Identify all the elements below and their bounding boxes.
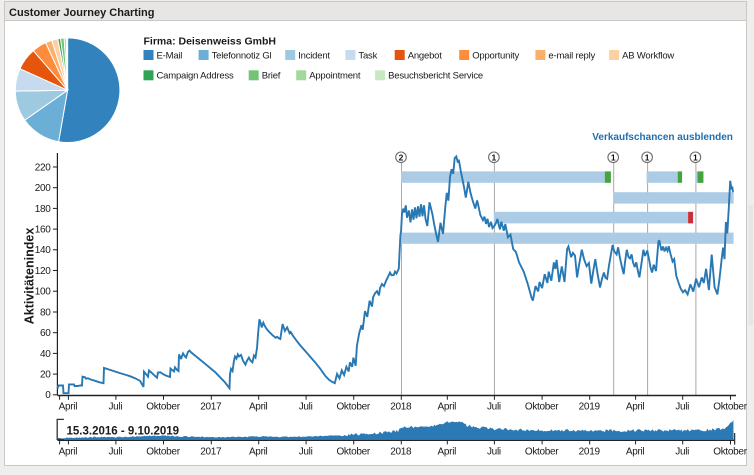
- svg-text:1: 1: [611, 153, 616, 163]
- svg-text:220: 220: [35, 162, 52, 173]
- svg-text:April: April: [249, 446, 268, 457]
- svg-text:180: 180: [35, 204, 52, 215]
- svg-text:1: 1: [693, 153, 698, 163]
- svg-text:1: 1: [645, 153, 650, 163]
- svg-text:April: April: [438, 402, 457, 413]
- svg-text:160: 160: [35, 225, 52, 236]
- svg-text:Oktober: Oktober: [713, 402, 747, 413]
- svg-text:2018: 2018: [390, 402, 412, 413]
- svg-text:140: 140: [35, 245, 52, 256]
- svg-text:April: April: [626, 402, 645, 413]
- svg-text:E-Mail: E-Mail: [157, 50, 183, 61]
- svg-text:40: 40: [40, 349, 51, 360]
- svg-text:Brief: Brief: [262, 71, 281, 82]
- svg-text:2019: 2019: [579, 446, 601, 457]
- svg-text:Juli: Juli: [299, 402, 313, 413]
- svg-text:Oktober: Oktober: [525, 446, 559, 457]
- svg-text:80: 80: [40, 307, 51, 318]
- svg-text:April: April: [59, 402, 78, 413]
- svg-text:Oktober: Oktober: [146, 402, 180, 413]
- svg-text:Telefonnotiz Gl: Telefonnotiz Gl: [212, 50, 272, 61]
- svg-text:120: 120: [35, 266, 52, 277]
- svg-text:April: April: [249, 402, 268, 413]
- svg-text:15.3.2016 - 9.10.2019: 15.3.2016 - 9.10.2019: [67, 426, 180, 438]
- svg-text:1: 1: [492, 153, 497, 163]
- svg-text:Juli: Juli: [675, 402, 689, 413]
- svg-text:Campaign Address: Campaign Address: [157, 71, 235, 82]
- svg-text:April: April: [59, 446, 78, 457]
- svg-text:2017: 2017: [200, 446, 222, 457]
- svg-text:Verkaufschancen ausblenden: Verkaufschancen ausblenden: [592, 132, 733, 143]
- svg-text:2: 2: [399, 153, 404, 163]
- svg-text:Firma: Deisenweiss GmbH: Firma: Deisenweiss GmbH: [144, 36, 276, 48]
- svg-text:Angebot: Angebot: [408, 50, 443, 61]
- svg-text:Juli: Juli: [487, 402, 501, 413]
- svg-text:60: 60: [40, 328, 51, 339]
- svg-text:Oktober: Oktober: [336, 402, 370, 413]
- svg-text:April: April: [438, 446, 457, 457]
- svg-text:2017: 2017: [200, 402, 222, 413]
- svg-text:Task: Task: [358, 50, 377, 61]
- svg-text:Incident: Incident: [298, 50, 330, 61]
- svg-text:Oktober: Oktober: [525, 402, 559, 413]
- svg-text:Aktivitätenindex: Aktivitätenindex: [23, 228, 37, 325]
- svg-text:Juli: Juli: [108, 402, 122, 413]
- svg-text:20: 20: [40, 370, 51, 381]
- svg-text:Juli: Juli: [675, 446, 689, 457]
- svg-text:Juli: Juli: [487, 446, 501, 457]
- svg-text:Oktober: Oktober: [336, 446, 370, 457]
- svg-text:e-mail reply: e-mail reply: [548, 50, 595, 61]
- svg-text:200: 200: [35, 183, 52, 194]
- svg-text:2018: 2018: [390, 446, 412, 457]
- svg-text:100: 100: [35, 287, 52, 298]
- svg-text:2019: 2019: [579, 402, 601, 413]
- svg-text:Appointment: Appointment: [309, 71, 361, 82]
- svg-text:April: April: [626, 446, 645, 457]
- svg-text:Juli: Juli: [108, 446, 122, 457]
- svg-text:AB Workflow: AB Workflow: [622, 50, 674, 61]
- svg-text:Juli: Juli: [299, 446, 313, 457]
- svg-text:Opportunity: Opportunity: [472, 50, 519, 61]
- svg-text:Besuchsbericht Service: Besuchsbericht Service: [388, 71, 483, 82]
- svg-text:Oktober: Oktober: [146, 446, 180, 457]
- svg-text:Oktober: Oktober: [713, 446, 747, 457]
- svg-text:0: 0: [45, 390, 51, 401]
